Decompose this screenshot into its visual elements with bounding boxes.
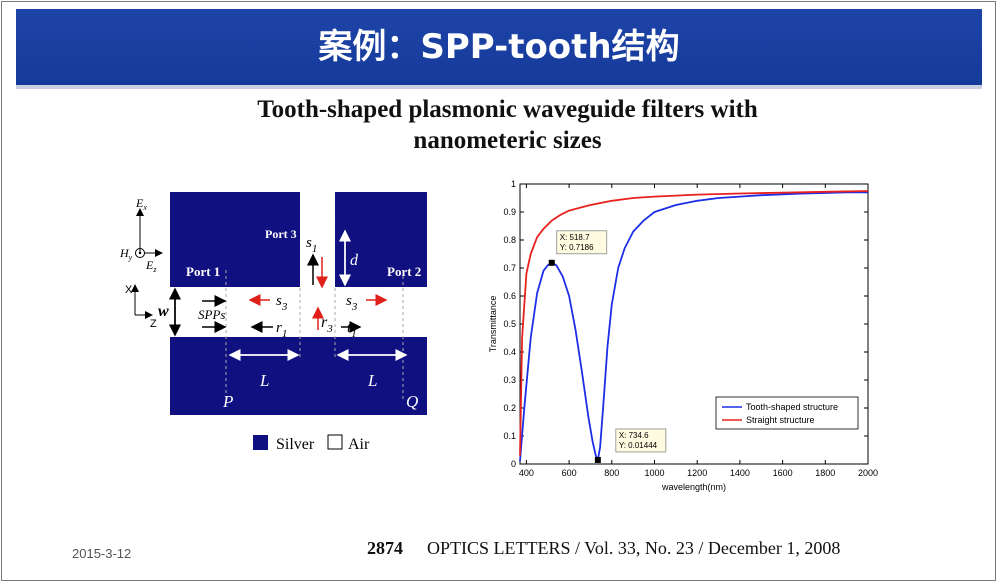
label-P: P bbox=[222, 392, 233, 411]
label-Q: Q bbox=[406, 392, 418, 411]
y-axis-label: Transmittance bbox=[488, 296, 498, 353]
datatip-marker bbox=[548, 259, 555, 266]
paper-title-line1: Tooth-shaped plasmonic waveguide filters… bbox=[257, 96, 758, 123]
label-port2: Port 2 bbox=[387, 264, 421, 279]
datatip-box bbox=[556, 230, 608, 255]
chart-legend: Tooth-shaped structure Straight structure bbox=[715, 396, 859, 430]
y-tick-label: 0.5 bbox=[503, 319, 516, 329]
x-axis-label: wavelength(nm) bbox=[661, 482, 726, 492]
x-tick-label: 600 bbox=[562, 468, 577, 478]
y-tick-label: 0.3 bbox=[503, 375, 516, 385]
y-tick-label: 0.8 bbox=[503, 235, 516, 245]
legend-air-label: Air bbox=[348, 436, 370, 453]
x-tick-label: 1400 bbox=[730, 468, 750, 478]
x-tick-label: 400 bbox=[519, 468, 534, 478]
label-s3-left: s3 bbox=[276, 293, 288, 313]
silver-top-left bbox=[170, 192, 300, 287]
paper-title-line2: nanometeric sizes bbox=[413, 127, 602, 154]
label-r1: r1 bbox=[276, 320, 287, 340]
datatip-x: X: 734.6 bbox=[619, 431, 649, 440]
y-tick-label: 0.4 bbox=[503, 347, 516, 357]
y-ticks: 0 0.1 0.2 0.3 0.4 0.5 0.6 0.7 0.8 0.9 1 bbox=[503, 179, 868, 469]
datatip-box bbox=[615, 428, 667, 453]
datatip-y: Y: 0.7186 bbox=[560, 243, 594, 252]
y-tick-label: 0.6 bbox=[503, 291, 516, 301]
y-tick-label: 0.1 bbox=[503, 431, 516, 441]
x-tick-label: 1600 bbox=[773, 468, 793, 478]
label-spps: SPPs bbox=[198, 307, 225, 322]
legend-silver-swatch bbox=[253, 435, 268, 450]
legend-entry: Straight structure bbox=[746, 415, 815, 425]
label-r3: r3 bbox=[321, 314, 333, 335]
label-L-left: L bbox=[259, 371, 269, 390]
slide-date: 2015-3-12 bbox=[72, 546, 132, 561]
label-s1: s1 bbox=[306, 235, 317, 255]
legend-silver-label: Silver bbox=[276, 436, 315, 453]
x-ticks: 400 600 800 1000 1200 1400 1600 1800 2000 bbox=[519, 184, 878, 478]
label-w: w bbox=[158, 303, 169, 320]
datatip-marker bbox=[594, 456, 601, 463]
label-port3: Port 3 bbox=[265, 227, 297, 241]
y-tick-label: 0.9 bbox=[503, 207, 516, 217]
legend-box bbox=[715, 396, 859, 430]
legend-air-swatch bbox=[327, 434, 343, 450]
y-tick-label: 0.7 bbox=[503, 263, 516, 273]
datatip-x: X: 518.7 bbox=[560, 233, 590, 242]
paper-title: Tooth-shaped plasmonic waveguide filters… bbox=[150, 94, 865, 156]
label-t1: t1 bbox=[347, 320, 357, 340]
x-tick-label: 1200 bbox=[687, 468, 707, 478]
label-L-right: L bbox=[367, 371, 377, 390]
y-tick-label: 0 bbox=[511, 459, 516, 469]
label-d: d bbox=[350, 252, 359, 269]
legend-entry: Tooth-shaped structure bbox=[746, 402, 838, 412]
slide-title: 案例：SPP-tooth结构 bbox=[318, 27, 680, 67]
silver-bottom bbox=[170, 337, 427, 415]
label-axis-z: Z bbox=[150, 318, 157, 330]
label-Ez: Ez bbox=[145, 258, 157, 274]
citation-page: 2874 bbox=[367, 538, 403, 558]
series-line-straight bbox=[519, 190, 869, 456]
slide-header: 案例：SPP-tooth结构 bbox=[16, 9, 982, 89]
label-wt: wt bbox=[310, 193, 324, 213]
label-port1: Port 1 bbox=[186, 264, 220, 279]
x-tick-label: 1000 bbox=[644, 468, 664, 478]
label-s3-right: s3 bbox=[346, 293, 358, 313]
y-tick-label: 0.2 bbox=[503, 403, 516, 413]
x-tick-label: 1800 bbox=[815, 468, 835, 478]
label-Ex: Ex bbox=[135, 196, 147, 212]
x-tick-label: 800 bbox=[604, 468, 619, 478]
datatip-y: Y: 0.01444 bbox=[619, 441, 658, 450]
label-Hy: Hy bbox=[119, 246, 133, 262]
x-tick-label: 2000 bbox=[858, 468, 878, 478]
y-tick-label: 1 bbox=[511, 179, 516, 189]
transmittance-chart: 0 0.1 0.2 0.3 0.4 0.5 0.6 0.7 0.8 0.9 1 400 600 800 1… bbox=[488, 179, 878, 492]
citation-text: OPTICS LETTERS / Vol. 33, No. 23 / Decem… bbox=[427, 538, 841, 558]
paper-citation: 2874 OPTICS LETTERS / Vol. 33, No. 23 / D… bbox=[367, 538, 840, 559]
label-axis-x: X bbox=[125, 284, 133, 296]
structure-diagram: wt Port 3 s1 d Port 1 Port 2 s3 r1 r3 s3… bbox=[119, 192, 427, 453]
data-annotations: X: 518.7Y: 0.7186 X: 734.6Y: 0.01444 bbox=[548, 230, 667, 463]
